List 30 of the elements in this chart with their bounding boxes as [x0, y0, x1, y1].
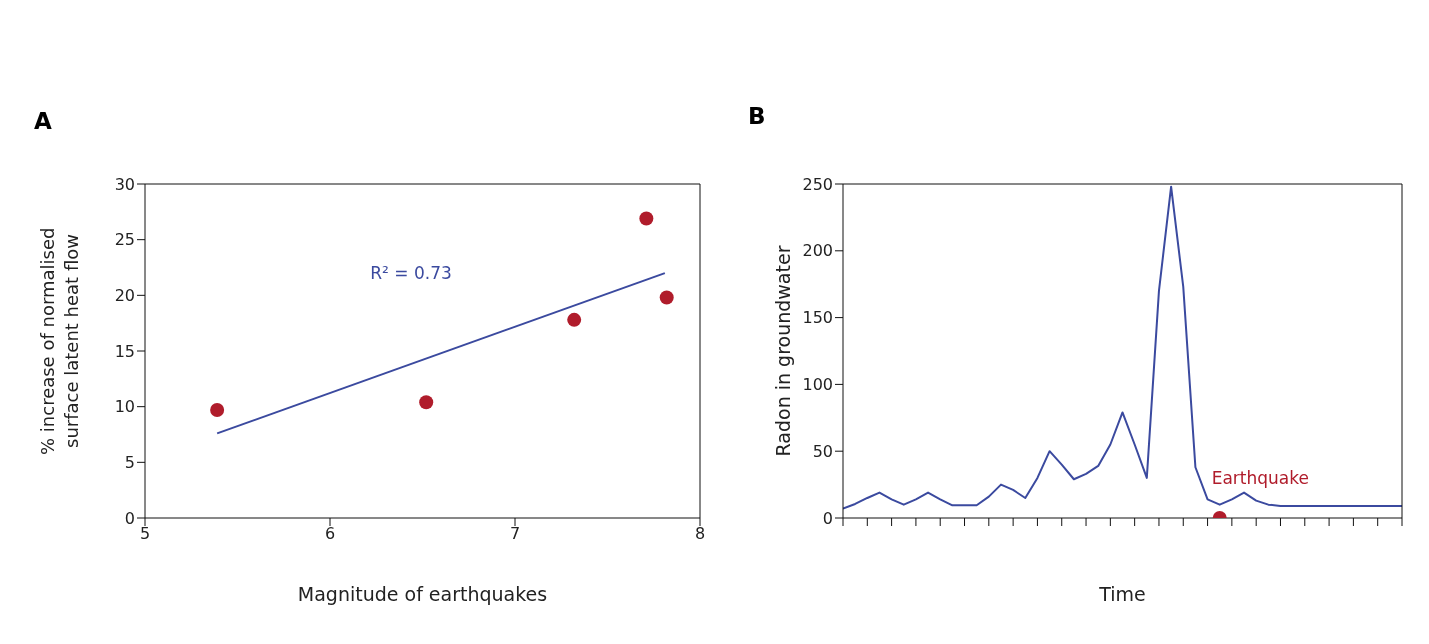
annotation: Earthquake: [1211, 468, 1309, 488]
x-axis-title: Magnitude of earthquakes: [297, 583, 548, 606]
y-tick-label: 200: [802, 241, 833, 261]
y-tick-label: 25: [114, 230, 135, 250]
point: [210, 403, 225, 418]
chart-title: A: [34, 108, 52, 134]
y-tick-label: 50: [812, 441, 833, 461]
y-tick-label: 20: [114, 286, 135, 306]
y-tick-label: 100: [802, 375, 833, 395]
y-tick-label: 250: [802, 174, 833, 194]
y-tick-label: 30: [114, 174, 135, 194]
y-tick-label: 0: [124, 508, 135, 528]
x-axis-title: Time: [1098, 583, 1146, 606]
point: [659, 290, 674, 305]
y-tick-label: 15: [114, 341, 135, 361]
y-axis-title: Radon in groundwater: [771, 245, 794, 457]
point: [419, 395, 434, 410]
point: [639, 211, 654, 226]
annotation: R² = 0.73: [370, 263, 452, 284]
x-tick-label: 5: [139, 524, 151, 544]
x-tick-label: 6: [324, 524, 336, 544]
x-tick-label: 8: [694, 524, 706, 544]
chart-title: B: [748, 103, 766, 129]
y-tick-label: 150: [802, 308, 833, 328]
y-tick-label: 5: [124, 453, 135, 473]
y-tick-label: 10: [114, 397, 135, 417]
x-tick-label: 7: [509, 524, 521, 544]
y-axis-title: % increase of normalised surface latent heat flow: [36, 225, 83, 457]
point: [567, 312, 582, 327]
y-tick-label: 0: [822, 508, 833, 528]
